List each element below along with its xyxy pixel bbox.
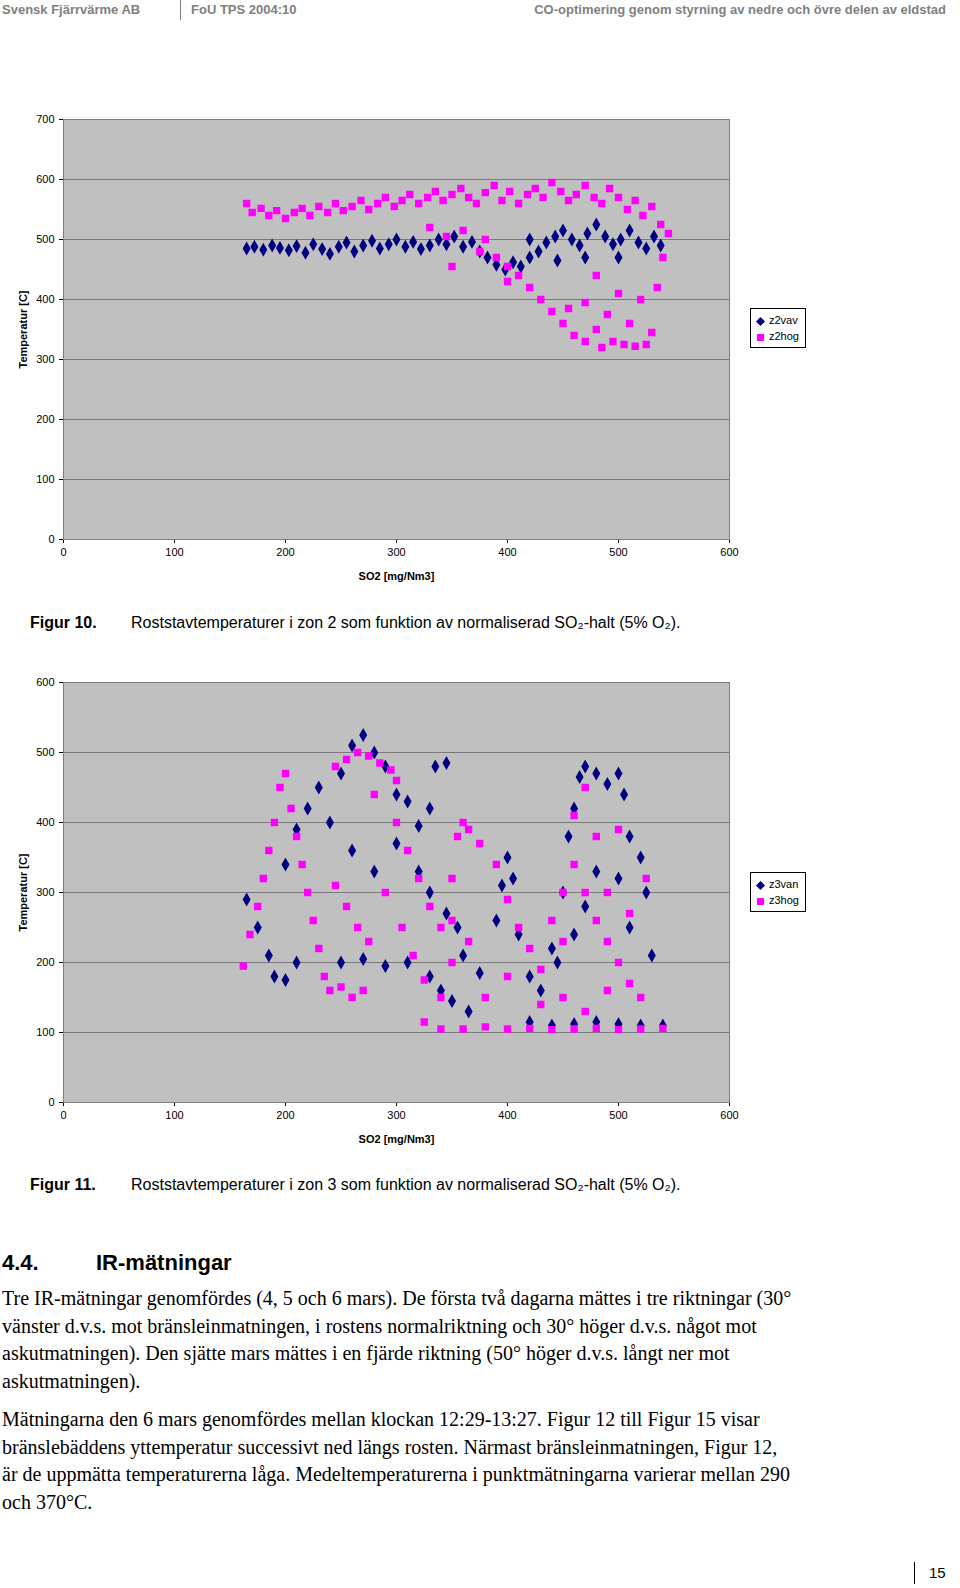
html-text:Figur 11.: Figur 11.	[30, 1176, 96, 1193]
svg-text:200: 200	[36, 956, 54, 968]
svg-text:100: 100	[36, 473, 54, 485]
svg-text:Temperatur [C]: Temperatur [C]	[17, 853, 29, 931]
html-text:Roststavtemperaturer i zon 2 s: Roststavtemperaturer i zon 2 som funktio…	[131, 614, 681, 631]
svg-text:100: 100	[165, 546, 183, 558]
svg-text:300: 300	[36, 353, 54, 365]
html-text:Mätningarna den 6 mars genomfö: Mätningarna den 6 mars genomfördes mella…	[2, 1408, 790, 1513]
html-text:Figur 10.: Figur 10.	[30, 614, 97, 631]
svg-text:500: 500	[609, 546, 627, 558]
html-text:IR-mätningar: IR-mätningar	[96, 1250, 232, 1275]
svg-text:700: 700	[36, 113, 54, 125]
html-text:Tre IR-mätningar genomfördes (: Tre IR-mätningar genomfördes (4, 5 och 6…	[2, 1287, 792, 1392]
svg-text:600: 600	[720, 546, 738, 558]
svg-text:0: 0	[60, 546, 66, 558]
svg-text:400: 400	[498, 546, 516, 558]
svg-text:500: 500	[609, 1109, 627, 1121]
html-text:Svensk Fjärrvärme AB: Svensk Fjärrvärme AB	[2, 2, 141, 17]
svg-text:400: 400	[498, 1109, 516, 1121]
svg-text:600: 600	[720, 1109, 738, 1121]
svg-text:100: 100	[165, 1109, 183, 1121]
svg-text:300: 300	[36, 886, 54, 898]
svg-text:400: 400	[36, 816, 54, 828]
svg-text:0: 0	[48, 1096, 54, 1108]
svg-text:SO2 [mg/Nm3]: SO2 [mg/Nm3]	[359, 1133, 435, 1145]
html-text:CO-optimering genom styrning a: CO-optimering genom styrning av nedre oc…	[534, 2, 946, 17]
svg-text:600: 600	[36, 676, 54, 688]
html-text:z2hog: z2hog	[769, 330, 799, 342]
html-text:z3van: z3van	[769, 878, 799, 890]
svg-text:500: 500	[36, 746, 54, 758]
svg-text:300: 300	[387, 1109, 405, 1121]
svg-text:0: 0	[48, 533, 54, 545]
html-text:4.4.: 4.4.	[2, 1250, 39, 1275]
svg-text:SO2 [mg/Nm3]: SO2 [mg/Nm3]	[359, 570, 435, 582]
html-text:FoU TPS 2004:10: FoU TPS 2004:10	[191, 2, 297, 17]
html-text:15: 15	[929, 1564, 946, 1581]
svg-text:100: 100	[36, 1026, 54, 1038]
svg-text:Temperatur [C]: Temperatur [C]	[17, 290, 29, 368]
svg-text:200: 200	[276, 1109, 294, 1121]
html-text:z2vav: z2vav	[769, 314, 798, 326]
html-text:z3hog: z3hog	[769, 894, 799, 906]
svg-text:500: 500	[36, 233, 54, 245]
svg-text:300: 300	[387, 546, 405, 558]
svg-text:400: 400	[36, 293, 54, 305]
svg-text:200: 200	[36, 413, 54, 425]
svg-text:0: 0	[60, 1109, 66, 1121]
svg-text:200: 200	[276, 546, 294, 558]
svg-text:600: 600	[36, 173, 54, 185]
html-text:Roststavtemperaturer i zon 3 s: Roststavtemperaturer i zon 3 som funktio…	[131, 1176, 681, 1193]
